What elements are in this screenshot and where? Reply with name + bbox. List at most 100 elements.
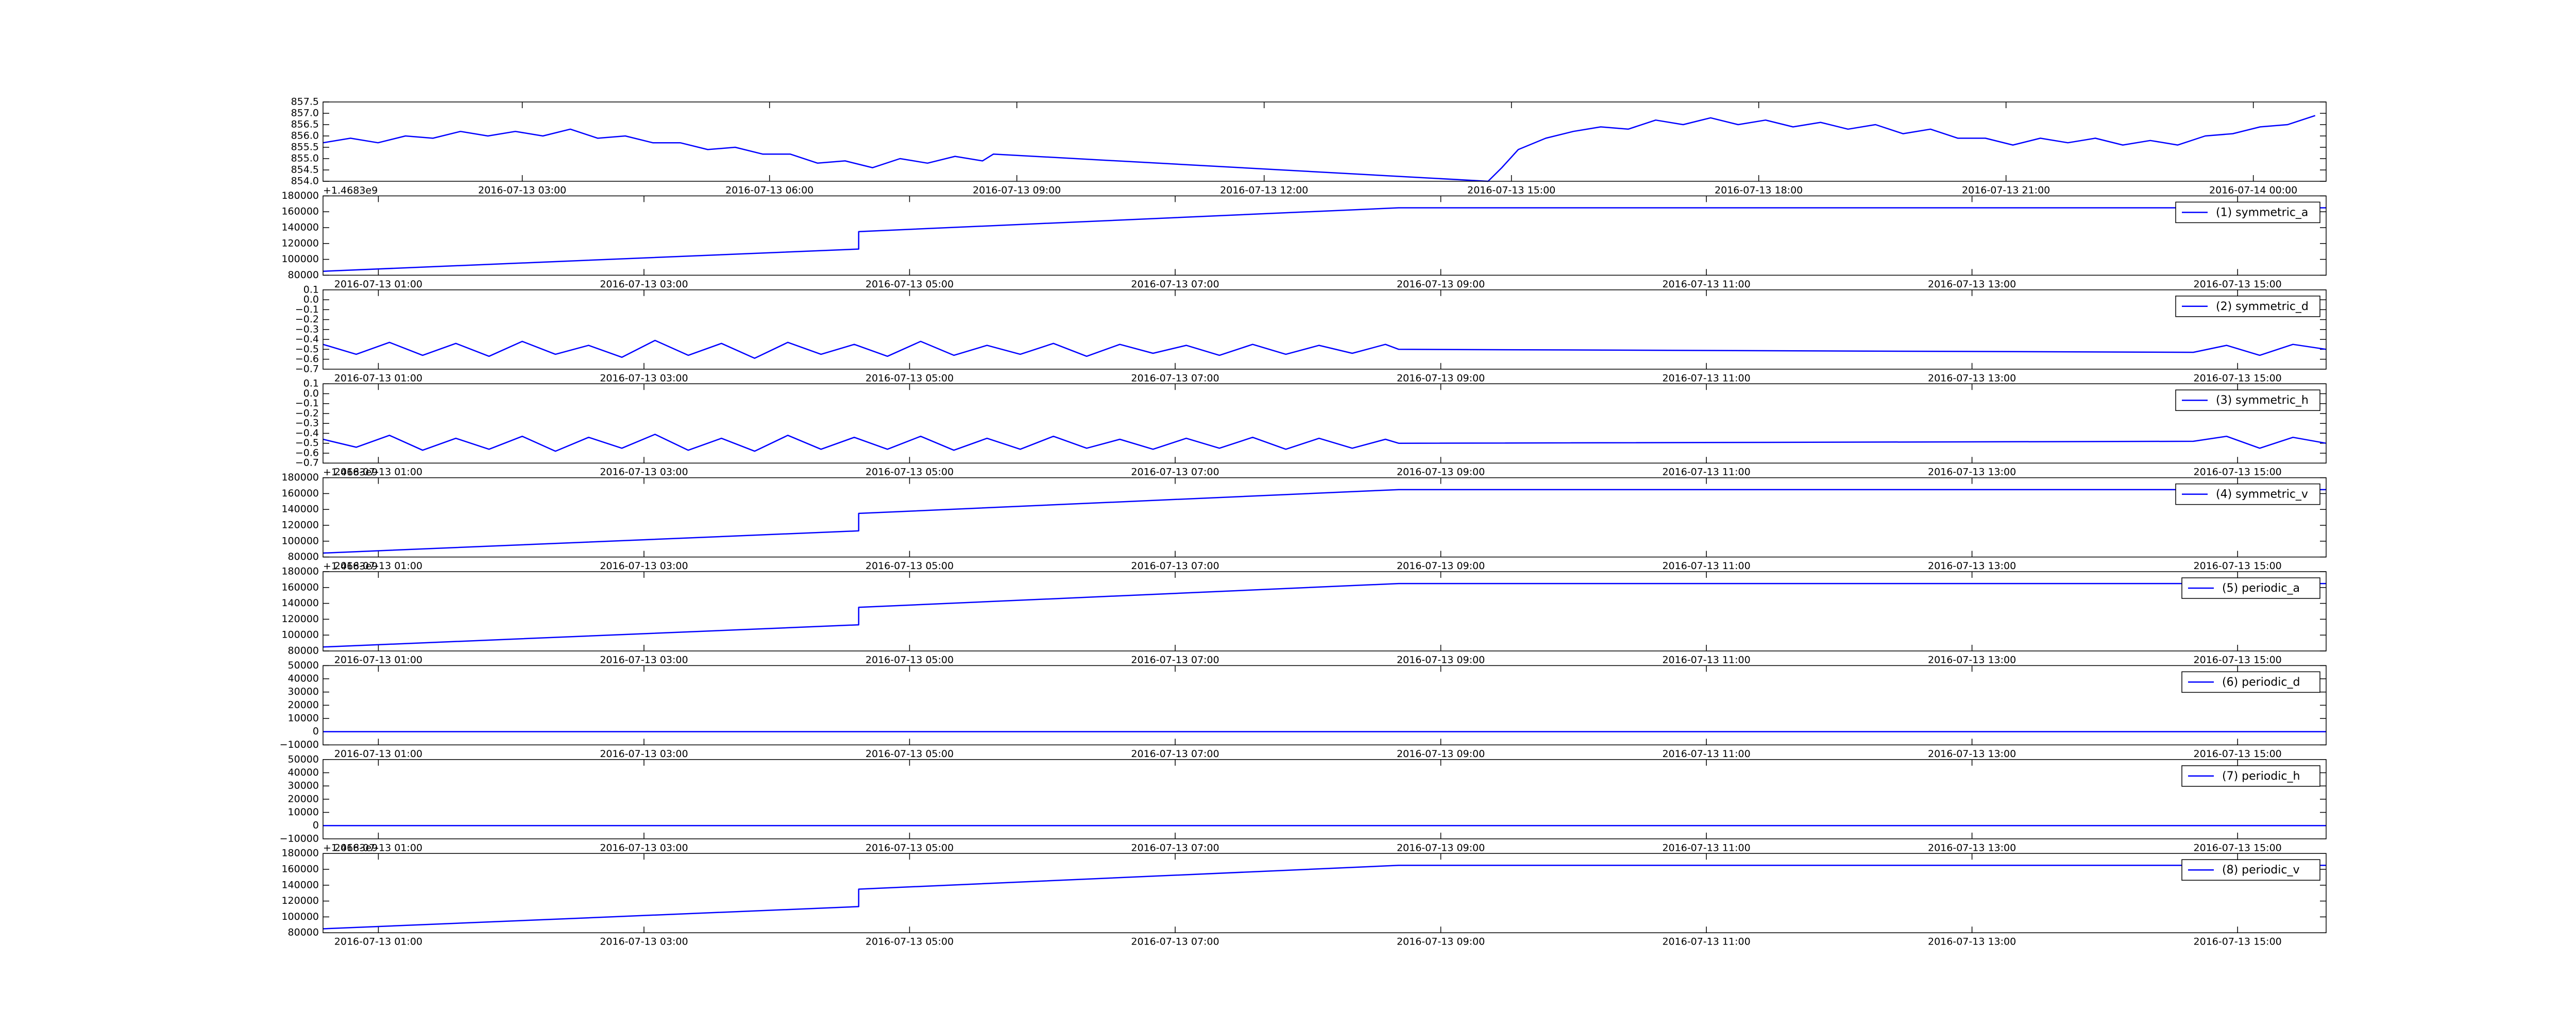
y-tick-label: 180000 [281,566,319,577]
y-tick-label: −10000 [280,739,319,750]
y-tick-label: −0.3 [295,418,319,429]
y-tick-label: 100000 [281,629,319,641]
axes-frame [323,853,2327,933]
x-tick-label: 2016-07-13 03:00 [600,560,688,572]
y-tick-label: −0.6 [295,447,319,458]
x-tick-label: 2016-07-13 03:00 [600,936,688,948]
y-tick-label: 10000 [288,713,319,724]
x-tick-label: 2016-07-13 09:00 [1397,372,1485,384]
x-tick-label: 2016-07-13 11:00 [1662,560,1750,572]
x-tick-label: 2016-07-13 15:00 [1467,185,1555,196]
x-tick-label: 2016-07-13 07:00 [1131,279,1219,290]
legend-label: (8) periodic_v [2222,864,2299,877]
x-tick-label: 2016-07-13 06:00 [725,185,814,196]
data-line [323,865,2326,930]
x-tick-label: 2016-07-13 07:00 [1131,372,1219,384]
x-tick-label: 2016-07-13 15:00 [2194,279,2282,290]
axes-background [323,384,2326,464]
y-tick-label: 20000 [288,699,319,711]
axes-background [323,853,2326,933]
x-tick-label: 2016-07-13 05:00 [866,372,954,384]
x-tick-label: 2016-07-14 00:00 [2209,185,2297,196]
y-tick-label: 120000 [281,520,319,531]
y-tick-label: −0.2 [295,407,319,419]
x-tick-label: 2016-07-13 11:00 [1662,936,1750,948]
axes-background [323,196,2326,276]
y-tick-label: −0.7 [295,363,319,374]
y-tick-label: 80000 [288,551,319,562]
x-tick-label: 2016-07-13 03:00 [600,655,688,666]
y-tick-label: 856.5 [291,119,319,130]
x-tick-label: 2016-07-13 03:00 [478,185,566,196]
x-tick-label: 2016-07-13 05:00 [866,842,954,853]
y-tick-label: 120000 [281,895,319,906]
x-tick-label: 2016-07-13 07:00 [1131,842,1219,853]
data-line [323,434,2327,452]
axes-background [323,665,2326,745]
legend-label: (1) symmetric_a [2216,206,2308,219]
x-tick-label: 2016-07-13 13:00 [1928,467,2016,478]
x-tick-label: 2016-07-13 15:00 [2194,842,2282,853]
y-tick-label: 0 [313,820,319,831]
y-tick-label: 140000 [281,222,319,233]
x-tick-label: 2016-07-13 12:00 [1220,185,1308,196]
x-tick-label: 2016-07-13 01:00 [334,372,422,384]
offset-text: +1.4683e9 [323,843,378,854]
x-tick-label: 2016-07-13 13:00 [1928,560,2016,572]
x-tick-label: 2016-07-13 13:00 [1928,748,2016,760]
y-tick-label: 10000 [288,806,319,818]
axes-frame [323,665,2327,746]
y-tick-label: −0.2 [295,314,319,325]
x-tick-label: 2016-07-13 01:00 [334,748,422,760]
data-line [323,207,2326,272]
y-tick-label: 160000 [281,581,319,593]
legend-label: (6) periodic_d [2222,676,2300,689]
y-tick-label: 0.1 [303,284,319,295]
x-tick-label: 2016-07-13 11:00 [1662,748,1750,760]
y-tick-label: 80000 [288,645,319,657]
legend-label: (4) symmetric_v [2216,488,2308,501]
y-tick-label: 120000 [281,613,319,625]
y-tick-label: 50000 [288,660,319,671]
y-tick-label: 0.0 [303,294,319,305]
data-line [323,582,2326,648]
x-tick-label: 2016-07-13 03:00 [600,842,688,853]
x-tick-label: 2016-07-13 09:00 [1397,560,1485,572]
y-tick-label: 855.5 [291,142,319,153]
y-tick-label: 40000 [288,673,319,684]
x-tick-label: 2016-07-13 11:00 [1662,279,1750,290]
axes-background [323,102,2326,181]
x-tick-label: 2016-07-13 18:00 [1715,185,1803,196]
y-tick-label: −0.7 [295,457,319,469]
y-tick-label: 80000 [288,269,319,281]
y-tick-label: 0 [313,726,319,737]
y-tick-label: 180000 [281,472,319,483]
y-tick-label: −0.4 [295,334,319,345]
x-tick-label: 2016-07-13 07:00 [1131,655,1219,666]
y-tick-label: 160000 [281,206,319,217]
x-tick-label: 2016-07-13 07:00 [1131,560,1219,572]
y-tick-label: −0.5 [295,344,319,355]
y-tick-label: 0.1 [303,378,319,389]
y-tick-label: 140000 [281,597,319,609]
y-tick-label: 100000 [281,911,319,922]
x-tick-label: 2016-07-13 05:00 [866,748,954,760]
x-tick-label: 2016-07-13 07:00 [1131,467,1219,478]
y-tick-label: 50000 [288,753,319,765]
x-tick-label: 2016-07-13 11:00 [1662,842,1750,853]
axes-frame [323,101,2327,182]
y-tick-label: 180000 [281,190,319,201]
data-line [323,489,2326,554]
axes-background [323,572,2326,651]
x-tick-label: 2016-07-13 09:00 [1397,655,1485,666]
axes-frame [323,477,2327,558]
x-tick-label: 2016-07-13 07:00 [1131,936,1219,948]
y-tick-label: −10000 [280,833,319,844]
y-tick-label: −0.1 [295,398,319,409]
y-tick-label: 180000 [281,848,319,859]
offset-text: +1.4683e9 [323,467,378,478]
x-tick-label: 2016-07-13 03:00 [600,467,688,478]
axes-frame [323,571,2327,651]
x-tick-label: 2016-07-13 09:00 [1397,936,1485,948]
y-tick-label: 30000 [288,780,319,792]
